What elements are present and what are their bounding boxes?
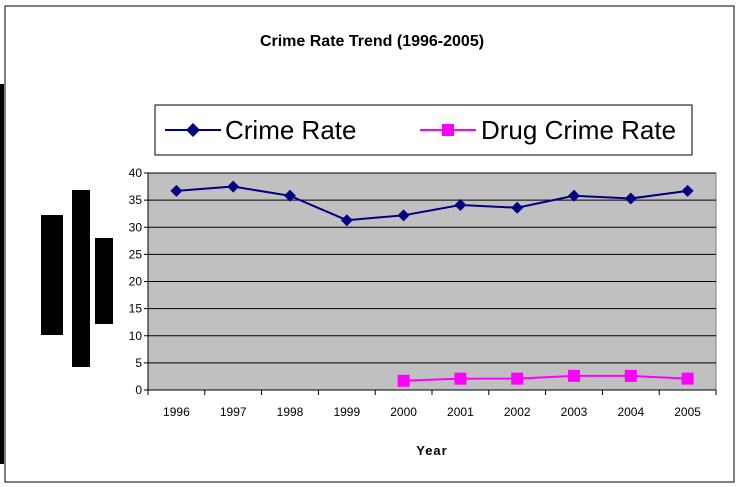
x-tick-label-1999: 1999 [333, 405, 360, 419]
decorative-bar-3 [95, 238, 113, 324]
y-tick-label-25: 25 [129, 247, 143, 261]
point-drug-crime-rate-2005 [681, 372, 694, 385]
y-tick-label-5: 5 [135, 356, 142, 370]
point-crime-rate-2004 [624, 192, 637, 205]
legend-label-crime-rate: Crime Rate [225, 115, 356, 145]
x-tick-label-2004: 2004 [617, 405, 644, 419]
point-crime-rate-2002 [511, 201, 524, 214]
x-tick-labels: 1996 1997 1998 1999 2000 2001 2002 2003 2004 2005 [163, 405, 701, 419]
x-tick-label-1997: 1997 [220, 405, 247, 419]
y-tick-label-20: 20 [129, 275, 143, 289]
chart-title: Crime Rate Trend (1996-2005) [260, 33, 484, 50]
point-drug-crime-rate-2001 [454, 372, 467, 385]
point-crime-rate-2001 [454, 199, 467, 212]
point-drug-crime-rate-2004 [624, 369, 637, 382]
legend-marker-crime-rate [186, 123, 200, 137]
legend-item-crime-rate: Crime Rate [165, 115, 356, 145]
y-tick-label-30: 30 [129, 220, 143, 234]
x-tick-label-2005: 2005 [674, 405, 701, 419]
point-crime-rate-1997 [227, 180, 240, 193]
point-drug-crime-rate-2000 [397, 374, 410, 387]
series-line-drug-crime-rate [403, 374, 688, 382]
left-edge-bar [0, 84, 4, 464]
point-crime-rate-1996 [170, 184, 183, 197]
legend: Crime Rate Drug Crime Rate [154, 104, 693, 156]
y-tick-label-15: 15 [129, 302, 143, 316]
gridlines [148, 172, 716, 364]
x-tick-label-1996: 1996 [163, 405, 190, 419]
series-drug-crime-rate [397, 369, 694, 387]
decorative-bar-1 [41, 215, 63, 335]
legend-item-drug-crime-rate: Drug Crime Rate [420, 115, 676, 145]
y-tick-label-35: 35 [129, 193, 143, 207]
point-crime-rate-2000 [397, 209, 410, 222]
x-tick-label-2001: 2001 [447, 405, 474, 419]
x-tick-label-1998: 1998 [277, 405, 304, 419]
point-drug-crime-rate-2002 [511, 372, 524, 385]
y-tick-label-0: 0 [135, 383, 142, 397]
x-tick-label-2000: 2000 [390, 405, 417, 419]
series-crime-rate [170, 180, 694, 227]
point-crime-rate-1998 [284, 189, 296, 202]
y-tick-label-40: 40 [129, 166, 143, 180]
x-axis-label: Year [416, 443, 447, 458]
axes [144, 172, 717, 395]
series-line-crime-rate [176, 185, 688, 222]
point-crime-rate-2003 [568, 189, 580, 202]
series-layer [170, 180, 694, 387]
legend-label-drug-crime-rate: Drug Crime Rate [481, 115, 676, 145]
point-crime-rate-2005 [681, 184, 694, 197]
x-tick-label-2003: 2003 [561, 405, 588, 419]
x-tick-label-2002: 2002 [504, 405, 531, 419]
point-crime-rate-1999 [340, 214, 353, 227]
point-drug-crime-rate-2003 [568, 369, 580, 382]
legend-marker-drug-crime-rate [442, 124, 454, 136]
y-tick-label-10: 10 [129, 329, 143, 343]
y-tick-labels: 0 5 10 15 20 25 30 35 40 [129, 166, 143, 397]
decorative-bar-2 [72, 190, 90, 367]
